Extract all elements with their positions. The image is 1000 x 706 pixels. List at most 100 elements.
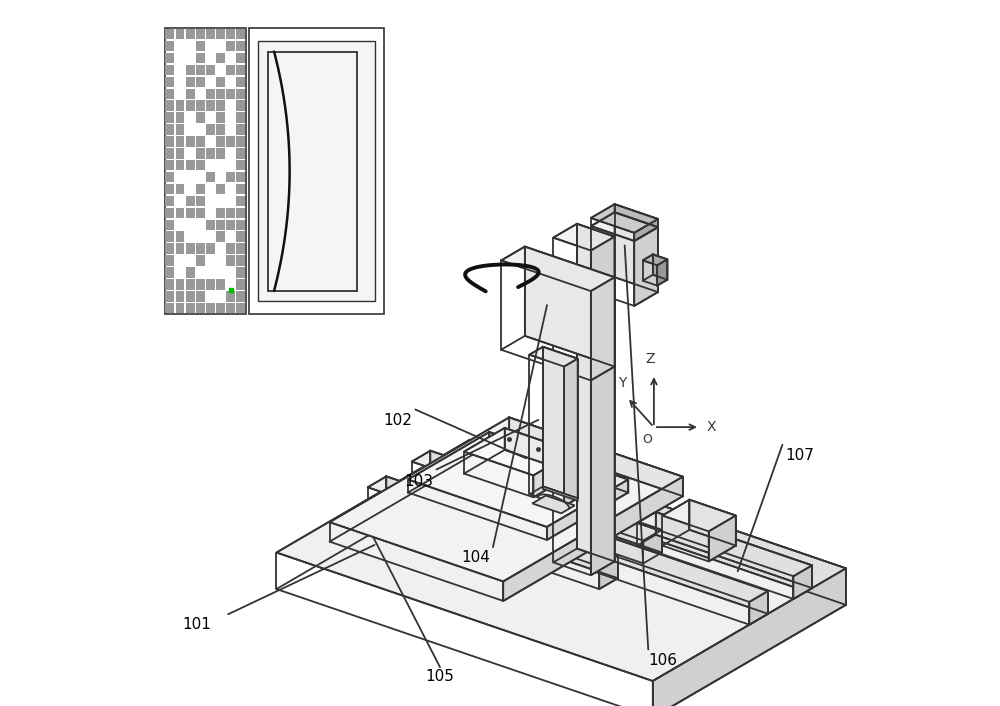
Bar (196, 184, 205, 194)
Polygon shape (489, 432, 628, 493)
Bar (196, 160, 205, 170)
Polygon shape (577, 224, 615, 561)
Polygon shape (543, 347, 578, 498)
Bar (236, 41, 245, 52)
Bar (226, 29, 235, 40)
Text: 107: 107 (786, 448, 814, 463)
Bar (176, 303, 184, 313)
Bar (236, 232, 245, 242)
Polygon shape (653, 254, 667, 280)
Bar (216, 100, 225, 111)
Bar (236, 172, 245, 182)
Bar (186, 279, 195, 289)
Bar (186, 208, 195, 218)
Bar (165, 172, 174, 182)
Polygon shape (591, 213, 658, 241)
Bar (206, 279, 215, 289)
Bar (196, 148, 205, 159)
Bar (196, 53, 205, 64)
Bar (236, 196, 245, 206)
Bar (236, 208, 245, 218)
Bar (226, 172, 235, 182)
Polygon shape (503, 477, 683, 601)
Polygon shape (634, 227, 658, 306)
Bar (186, 100, 195, 111)
Bar (216, 124, 225, 135)
Bar (196, 208, 205, 218)
Polygon shape (593, 538, 768, 602)
Bar (236, 136, 245, 147)
Bar (236, 268, 245, 277)
Text: 104: 104 (461, 550, 490, 566)
Polygon shape (408, 432, 628, 527)
Polygon shape (615, 213, 658, 292)
Bar (196, 41, 205, 52)
Polygon shape (653, 568, 846, 706)
Bar (226, 220, 235, 230)
Bar (176, 291, 184, 301)
Bar (186, 65, 195, 75)
Text: Z: Z (646, 352, 655, 366)
Bar (196, 291, 205, 301)
Bar (165, 53, 174, 64)
Bar (186, 77, 195, 87)
Polygon shape (749, 591, 768, 625)
Bar (196, 303, 205, 313)
Bar (216, 112, 225, 123)
Polygon shape (368, 477, 618, 566)
Bar (165, 77, 174, 87)
Text: X: X (707, 420, 716, 434)
Bar (186, 29, 195, 40)
Polygon shape (386, 477, 618, 578)
Bar (236, 112, 245, 123)
Bar (216, 184, 225, 194)
Polygon shape (553, 224, 615, 251)
Bar (165, 112, 174, 123)
Bar (165, 220, 174, 230)
Bar (206, 172, 215, 182)
Bar (236, 53, 245, 64)
Polygon shape (591, 277, 615, 381)
Polygon shape (643, 530, 662, 563)
Polygon shape (464, 428, 574, 475)
Bar (186, 303, 195, 313)
Bar (216, 208, 225, 218)
Bar (236, 160, 245, 170)
Bar (196, 100, 205, 111)
Bar (216, 232, 225, 242)
Text: 101: 101 (182, 617, 211, 633)
Bar (176, 232, 184, 242)
Bar (165, 136, 174, 147)
Polygon shape (643, 254, 667, 265)
Polygon shape (543, 486, 578, 501)
Bar (165, 268, 174, 277)
Bar (186, 291, 195, 301)
Text: 102: 102 (383, 412, 412, 428)
Polygon shape (330, 417, 683, 582)
Polygon shape (591, 237, 615, 575)
Bar (226, 41, 235, 52)
Bar (186, 196, 195, 206)
Bar (165, 100, 174, 111)
Bar (216, 77, 225, 87)
Bar (165, 303, 174, 313)
Bar (196, 196, 205, 206)
Bar (206, 244, 215, 254)
Bar (216, 220, 225, 230)
Bar (196, 279, 205, 289)
Polygon shape (412, 450, 662, 541)
Polygon shape (258, 41, 375, 301)
Polygon shape (470, 440, 846, 605)
Polygon shape (615, 204, 658, 227)
Bar (206, 29, 215, 40)
Polygon shape (637, 512, 812, 576)
Bar (165, 256, 174, 265)
Bar (236, 244, 245, 254)
Bar (176, 148, 184, 159)
Bar (249, 28, 384, 314)
Bar (196, 112, 205, 123)
Bar (236, 303, 245, 313)
Polygon shape (533, 452, 574, 497)
Bar (206, 220, 215, 230)
Polygon shape (709, 515, 736, 561)
